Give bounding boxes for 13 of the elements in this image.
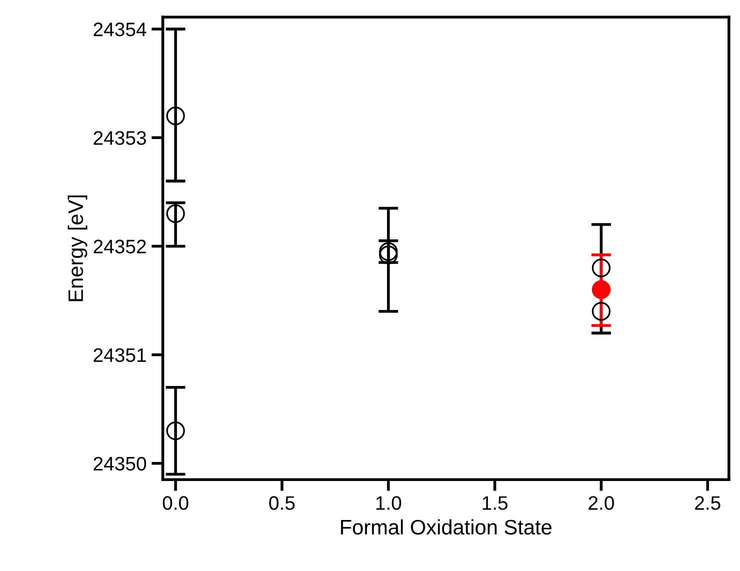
x-tick-label: 1.5 bbox=[482, 496, 508, 510]
y-tick-label: 24351 bbox=[94, 348, 146, 362]
y-tick-label: 24354 bbox=[94, 22, 146, 36]
x-tick-label: 0.5 bbox=[269, 496, 295, 510]
x-tick-label: 2.0 bbox=[588, 496, 614, 510]
y-tick-label: 24352 bbox=[94, 240, 146, 254]
y-tick-label: 24353 bbox=[94, 131, 146, 145]
x-tick-label: 2.5 bbox=[695, 496, 720, 510]
x-tick-label: 1.0 bbox=[376, 496, 402, 510]
x-tick-label: 0.0 bbox=[162, 496, 188, 510]
y-tick-label: 24350 bbox=[94, 456, 146, 471]
x-axis-title: Formal Oxidation State bbox=[341, 519, 552, 535]
y-axis-title: Energy [eV] bbox=[68, 195, 88, 302]
